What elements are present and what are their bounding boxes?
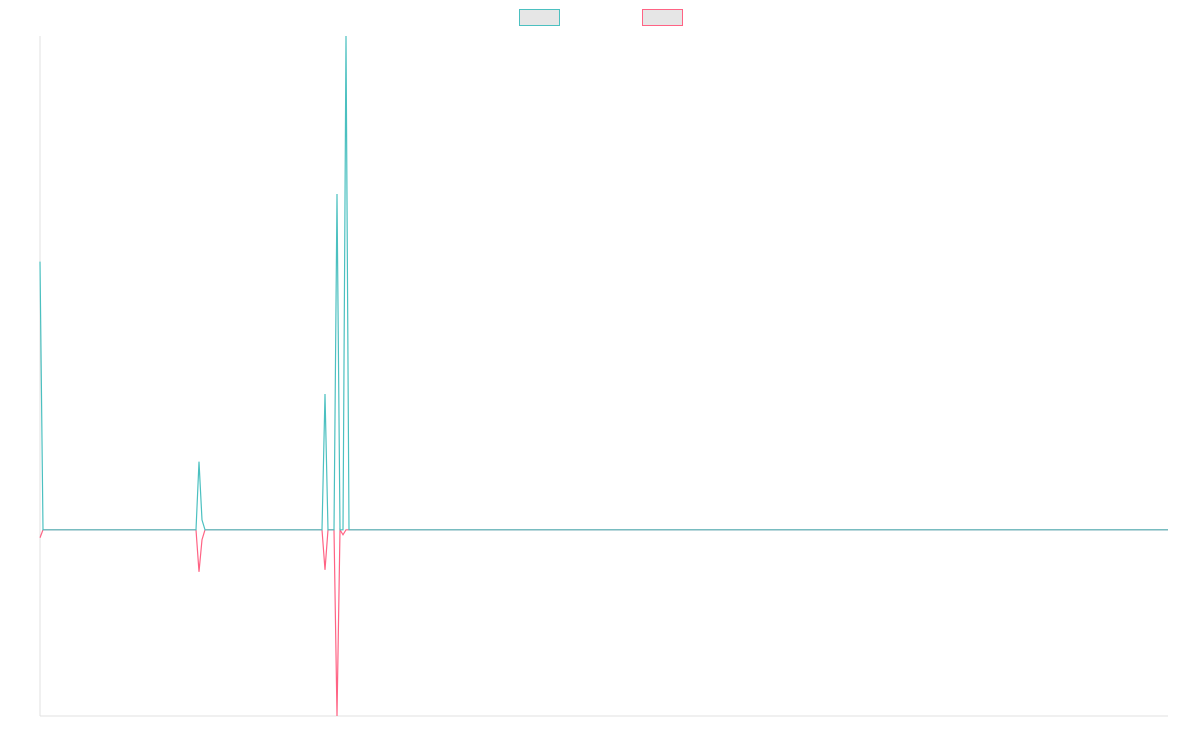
series-line xyxy=(39,35,1168,531)
legend-swatch xyxy=(519,9,560,26)
legend-swatch xyxy=(642,9,683,26)
series-line xyxy=(39,527,1168,717)
